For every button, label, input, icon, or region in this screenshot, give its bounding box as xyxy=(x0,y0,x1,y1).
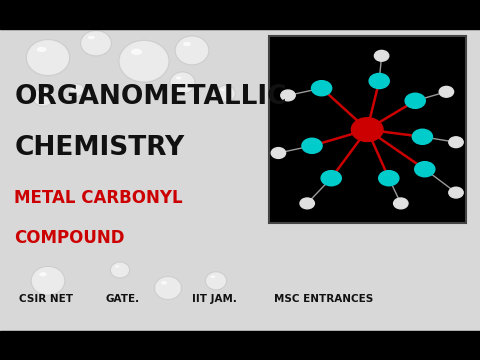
Ellipse shape xyxy=(70,84,84,96)
Text: CSIR NET: CSIR NET xyxy=(19,294,73,304)
Text: COMPOUND: COMPOUND xyxy=(14,229,125,247)
Text: MSC ENTRANCES: MSC ENTRANCES xyxy=(274,294,373,304)
Circle shape xyxy=(321,171,341,186)
Circle shape xyxy=(300,198,314,209)
Circle shape xyxy=(271,148,286,158)
Text: IIT JAM.: IIT JAM. xyxy=(192,294,237,304)
Ellipse shape xyxy=(37,92,42,95)
Ellipse shape xyxy=(170,72,195,94)
Bar xyxy=(0,0,480,29)
Ellipse shape xyxy=(131,49,142,55)
Bar xyxy=(269,36,466,223)
Circle shape xyxy=(281,90,295,101)
Ellipse shape xyxy=(161,281,167,284)
Ellipse shape xyxy=(183,42,191,46)
Circle shape xyxy=(449,137,463,148)
Ellipse shape xyxy=(175,36,209,65)
Ellipse shape xyxy=(73,86,76,88)
Ellipse shape xyxy=(343,89,353,95)
Circle shape xyxy=(415,162,435,177)
Circle shape xyxy=(379,171,399,186)
Ellipse shape xyxy=(176,76,181,80)
Ellipse shape xyxy=(26,40,70,76)
Ellipse shape xyxy=(119,40,169,82)
Ellipse shape xyxy=(210,275,215,278)
Circle shape xyxy=(374,50,389,61)
Text: METAL CARBONYL: METAL CARBONYL xyxy=(14,189,183,207)
Circle shape xyxy=(405,93,425,108)
Circle shape xyxy=(449,187,463,198)
Circle shape xyxy=(369,73,389,89)
Ellipse shape xyxy=(88,36,95,40)
Circle shape xyxy=(302,138,322,153)
Circle shape xyxy=(439,86,454,97)
Ellipse shape xyxy=(383,91,423,125)
Bar xyxy=(0,29,480,331)
Bar xyxy=(0,331,480,360)
Ellipse shape xyxy=(31,266,65,295)
Ellipse shape xyxy=(216,85,235,102)
Ellipse shape xyxy=(33,88,54,106)
Ellipse shape xyxy=(36,47,47,52)
Circle shape xyxy=(412,129,432,144)
Ellipse shape xyxy=(205,272,227,290)
Ellipse shape xyxy=(332,81,378,121)
Ellipse shape xyxy=(81,31,111,56)
Circle shape xyxy=(351,118,383,141)
Text: ORGANOMETALLIC: ORGANOMETALLIC xyxy=(14,84,287,110)
Text: CHEMISTRY: CHEMISTRY xyxy=(14,135,185,161)
Circle shape xyxy=(312,81,332,96)
Text: GATE.: GATE. xyxy=(106,294,140,304)
Circle shape xyxy=(394,198,408,209)
Ellipse shape xyxy=(393,98,402,103)
Ellipse shape xyxy=(155,276,181,300)
Ellipse shape xyxy=(220,89,225,91)
Ellipse shape xyxy=(110,262,130,278)
Ellipse shape xyxy=(115,265,119,267)
Ellipse shape xyxy=(39,272,47,276)
